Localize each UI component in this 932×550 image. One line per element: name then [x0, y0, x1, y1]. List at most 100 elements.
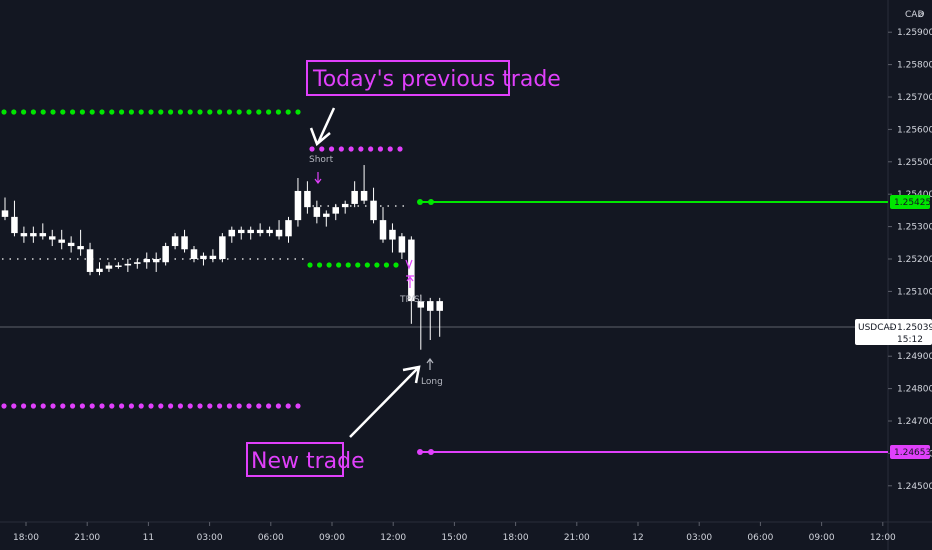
time-tick-label: 06:00	[258, 533, 284, 543]
green-dot-lower	[364, 262, 370, 268]
time-tick-label: 06:00	[747, 533, 773, 543]
candle-body	[171, 236, 179, 247]
magenta-dot-lower	[266, 403, 272, 409]
green-dot-upper	[256, 109, 262, 115]
candle-body	[238, 229, 245, 234]
green-level-dot	[417, 199, 423, 205]
green-dot-upper	[207, 109, 213, 115]
magenta-dot-upper	[368, 146, 374, 152]
candle-body	[200, 255, 207, 259]
candle-body	[58, 239, 65, 243]
time-tick-label: 15:00	[441, 533, 467, 543]
svg-text:1.24653: 1.24653	[894, 448, 931, 458]
candle-body	[266, 229, 273, 234]
candle-body	[20, 233, 28, 237]
magenta-dot-lower	[30, 403, 36, 409]
svg-text:USDCAD: USDCAD	[858, 323, 897, 333]
green-dot-upper	[236, 109, 242, 115]
green-dot-upper	[158, 109, 164, 115]
green-dot-upper	[128, 109, 134, 115]
price-tick-label: 1.24800	[897, 385, 932, 395]
green-price-tag: 1.25425	[890, 195, 931, 209]
candle-body	[162, 246, 169, 263]
magenta-dot-upper	[348, 146, 354, 152]
magenta-dot-lower	[99, 403, 105, 409]
candle-body	[228, 229, 236, 237]
green-dot-upper	[40, 109, 46, 115]
magenta-dot-lower	[148, 403, 154, 409]
magenta-dot-lower	[217, 403, 223, 409]
magenta-dot-lower	[109, 403, 115, 409]
green-dot-upper	[1, 109, 7, 115]
time-tick-label: 03:00	[686, 533, 712, 543]
new-trade-text: New trade	[251, 449, 365, 474]
green-dot-upper	[70, 109, 76, 115]
candle-body	[408, 239, 415, 302]
candle-body	[332, 207, 339, 214]
magenta-dot-lower	[197, 403, 203, 409]
magenta-dot-upper	[397, 146, 403, 152]
green-dot-lower	[307, 262, 313, 268]
currency-suffix: ⌀	[918, 10, 924, 20]
tp-sl-upper-marker-icon	[406, 275, 414, 288]
magenta-dot-lower	[50, 403, 56, 409]
price-tick-label: 1.24500	[897, 482, 932, 492]
long-label: Long	[421, 377, 443, 387]
candle-body	[115, 265, 122, 267]
magenta-dot-upper	[319, 146, 325, 152]
time-tick-label: 21:00	[564, 533, 590, 543]
magenta-dot-lower	[177, 403, 183, 409]
svg-text:15:12: 15:12	[897, 335, 923, 345]
green-dot-lower	[316, 262, 323, 268]
magenta-price-tag: 1.24653	[890, 445, 931, 459]
magenta-dot-lower	[246, 403, 252, 409]
time-axis: 18:00 21:00 11 03:00 06:00 09:00 12:00 15:00 18:…	[13, 522, 896, 543]
short-label: Short	[309, 155, 334, 165]
candle-body	[341, 203, 349, 208]
green-dot-upper	[148, 109, 154, 115]
candle-body	[86, 249, 94, 272]
green-dot-upper	[266, 109, 272, 115]
price-tick-label: 1.25700	[897, 93, 932, 103]
magenta-dot-lower	[285, 403, 291, 409]
new-trade-arrow	[349, 365, 421, 438]
candle-body	[190, 249, 198, 259]
green-dot-upper	[295, 109, 301, 115]
magenta-dot-lower	[187, 403, 193, 409]
green-dot-upper	[30, 109, 36, 115]
candle-body	[294, 190, 302, 221]
magenta-dot-lower	[295, 403, 301, 409]
svg-text:–: –	[889, 323, 894, 333]
magenta-dot-lower	[40, 403, 46, 409]
time-tick-label: 12	[632, 533, 643, 543]
candle-body	[11, 216, 18, 234]
time-tick-label: 18:00	[503, 533, 529, 543]
candle-body	[143, 259, 150, 263]
magenta-dot-lower	[70, 403, 76, 409]
candle-body	[256, 229, 264, 234]
current-price-tag: USDCAD – 1.25039 15:12	[855, 319, 932, 345]
magenta-dot-lower	[275, 403, 281, 409]
svg-text:1.25425: 1.25425	[894, 198, 931, 208]
price-tick-label: 1.25200	[897, 255, 932, 265]
magenta-level-dot	[428, 449, 434, 455]
time-tick-label: 18:00	[13, 533, 39, 543]
time-tick-label: 12:00	[870, 533, 896, 543]
candle-body	[30, 233, 37, 237]
candle-body	[49, 236, 56, 240]
candle-body	[285, 220, 292, 237]
magenta-dot-upper	[377, 146, 384, 152]
price-tick-label: 1.24700	[897, 417, 932, 427]
candle-body	[323, 213, 330, 217]
candle-body	[67, 242, 75, 247]
magenta-dot-upper	[338, 146, 344, 152]
green-dot-lower	[355, 262, 361, 268]
magenta-dot-lower	[11, 403, 17, 409]
candle-body	[209, 255, 217, 259]
candle-body	[436, 301, 443, 311]
magenta-dot-upper	[358, 146, 364, 152]
green-dot-lower	[383, 262, 390, 268]
green-dot-lower	[336, 262, 342, 268]
